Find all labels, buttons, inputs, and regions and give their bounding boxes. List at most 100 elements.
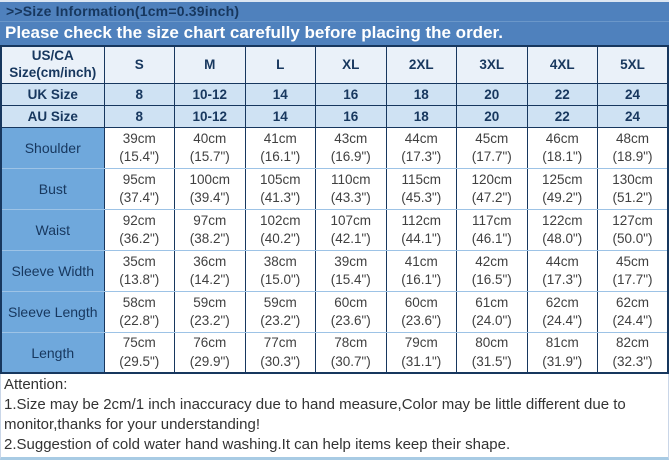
measurement-cm: 105cm bbox=[259, 171, 301, 187]
measurement-cm: 120cm bbox=[471, 171, 513, 187]
conversion-value: 10-12 bbox=[174, 82, 246, 106]
measurement-row: Sleeve Length 58cm (22.8") 59cm (23.2") 59cm (… bbox=[0, 290, 669, 333]
measurement-inch: (48.0") bbox=[542, 230, 583, 246]
measurement-value: 60cm (23.6") bbox=[315, 290, 387, 333]
measurement-inch: (17.3") bbox=[542, 271, 583, 287]
conversion-value: 16 bbox=[315, 104, 387, 128]
conversion-value: 8 bbox=[103, 104, 175, 128]
conversion-value: 14 bbox=[244, 82, 316, 106]
measurement-inch: (46.1") bbox=[471, 230, 512, 246]
measurement-value: 112cm (44.1") bbox=[385, 208, 457, 251]
attention-section: Attention: 1.Size may be 2cm/1 inch inac… bbox=[0, 374, 669, 460]
measurement-cm: 61cm bbox=[475, 294, 509, 310]
measurement-inch: (29.9") bbox=[189, 353, 230, 369]
measurement-value: 77cm (30.3") bbox=[244, 331, 316, 374]
measurement-value: 78cm (30.7") bbox=[315, 331, 387, 374]
measurement-inch: (22.8") bbox=[119, 312, 160, 328]
measurement-cm: 102cm bbox=[259, 212, 301, 228]
measurement-value: 122cm (48.0") bbox=[526, 208, 598, 251]
measurement-inch: (30.3") bbox=[260, 353, 301, 369]
measurement-inch: (16.5") bbox=[471, 271, 512, 287]
measurement-value: 75cm (29.5") bbox=[103, 331, 175, 374]
notice-banner-text: Please check the size chart carefully be… bbox=[5, 23, 503, 43]
measurement-inch: (13.8") bbox=[119, 271, 160, 287]
measurement-cm: 59cm bbox=[193, 294, 227, 310]
measurement-cm: 110cm bbox=[330, 171, 371, 187]
measurement-cm: 41cm bbox=[263, 130, 297, 146]
measurement-inch: (15.4") bbox=[330, 271, 371, 287]
measurement-cm: 58cm bbox=[122, 294, 156, 310]
measurement-value: 82cm (32.3") bbox=[597, 331, 669, 374]
measurement-value: 76cm (29.9") bbox=[174, 331, 246, 374]
measurement-value: 45cm (17.7") bbox=[456, 126, 528, 169]
measurement-inch: (15.0") bbox=[260, 271, 301, 287]
measurement-cm: 36cm bbox=[193, 253, 227, 269]
conversion-value: 22 bbox=[526, 104, 598, 128]
measurement-value: 44cm (17.3") bbox=[526, 249, 598, 292]
measurement-inch: (29.5") bbox=[119, 353, 160, 369]
conversion-value: 8 bbox=[103, 82, 175, 106]
conversion-value: 24 bbox=[597, 82, 669, 106]
measurement-cm: 81cm bbox=[545, 335, 579, 351]
measurement-inch: (18.9") bbox=[612, 148, 653, 164]
measurement-cm: 76cm bbox=[193, 335, 227, 351]
conversion-value: 22 bbox=[526, 82, 598, 106]
measurement-cm: 107cm bbox=[330, 212, 372, 228]
conversion-value: 14 bbox=[244, 104, 316, 128]
measurement-cm: 39cm bbox=[122, 130, 156, 146]
size-column-header: S bbox=[103, 45, 175, 84]
measurement-inch: (32.3") bbox=[612, 353, 653, 369]
corner-header: US/CA Size(cm/inch) bbox=[0, 45, 105, 84]
measurement-cm: 117cm bbox=[471, 212, 512, 228]
measurement-value: 39cm (15.4") bbox=[315, 249, 387, 292]
measurement-inch: (42.1") bbox=[330, 230, 371, 246]
measurement-cm: 42cm bbox=[475, 253, 509, 269]
measurement-value: 43cm (16.9") bbox=[315, 126, 387, 169]
measurement-cm: 41cm bbox=[404, 253, 438, 269]
measurement-value: 46cm (18.1") bbox=[526, 126, 598, 169]
measurement-cm: 82cm bbox=[615, 335, 649, 351]
measurement-cm: 62cm bbox=[545, 294, 579, 310]
size-column-header: 2XL bbox=[385, 45, 457, 84]
measurement-cm: 45cm bbox=[475, 130, 509, 146]
measurement-row-label: Sleeve Length bbox=[0, 290, 105, 333]
measurement-value: 115cm (45.3") bbox=[385, 167, 457, 210]
measurement-inch: (44.1") bbox=[401, 230, 442, 246]
measurement-inch: (17.3") bbox=[401, 148, 442, 164]
size-column-header: 4XL bbox=[526, 45, 598, 84]
measurement-cm: 100cm bbox=[189, 171, 231, 187]
measurement-value: 92cm (36.2") bbox=[103, 208, 175, 251]
attention-note: 2.Suggestion of cold water hand washing.… bbox=[4, 436, 511, 454]
measurement-value: 105cm (41.3") bbox=[244, 167, 316, 210]
measurement-value: 62cm (24.4") bbox=[597, 290, 669, 333]
measurement-cm: 60cm bbox=[404, 294, 438, 310]
measurement-row: Sleeve Width 35cm (13.8") 36cm (14.2") 38cm (1… bbox=[0, 249, 669, 292]
measurement-value: 100cm (39.4") bbox=[174, 167, 246, 210]
measurement-value: 59cm (23.2") bbox=[244, 290, 316, 333]
measurement-inch: (50.0") bbox=[612, 230, 653, 246]
measurement-value: 107cm (42.1") bbox=[315, 208, 387, 251]
measurement-inch: (23.2") bbox=[260, 312, 301, 328]
measurement-cm: 40cm bbox=[193, 130, 227, 146]
measurement-inch: (30.7") bbox=[330, 353, 371, 369]
measurement-cm: 44cm bbox=[404, 130, 438, 146]
notice-banner: Please check the size chart carefully be… bbox=[0, 21, 669, 46]
measurement-cm: 95cm bbox=[122, 171, 156, 187]
measurement-row-label: Waist bbox=[0, 208, 105, 251]
measurement-value: 45cm (17.7") bbox=[597, 249, 669, 292]
measurement-inch: (18.1") bbox=[542, 148, 583, 164]
measurement-inch: (31.1") bbox=[401, 353, 442, 369]
size-chart-table: US/CA Size(cm/inch) S M L XL 2XL 3XL 4XL 5XL UK… bbox=[0, 45, 669, 375]
size-column-header: L bbox=[244, 45, 316, 84]
measurement-cm: 45cm bbox=[615, 253, 649, 269]
measurement-value: 40cm (15.7") bbox=[174, 126, 246, 169]
measurement-inch: (17.7") bbox=[612, 271, 653, 287]
measurement-value: 39cm (15.4") bbox=[103, 126, 175, 169]
measurement-value: 42cm (16.5") bbox=[456, 249, 528, 292]
measurement-cm: 44cm bbox=[545, 253, 579, 269]
measurement-inch: (24.4") bbox=[542, 312, 583, 328]
measurement-cm: 38cm bbox=[263, 253, 297, 269]
measurement-value: 48cm (18.9") bbox=[597, 126, 669, 169]
measurement-row: Bust 95cm (37.4") 100cm (39.4") 105cm (41.3") 1… bbox=[0, 167, 669, 210]
